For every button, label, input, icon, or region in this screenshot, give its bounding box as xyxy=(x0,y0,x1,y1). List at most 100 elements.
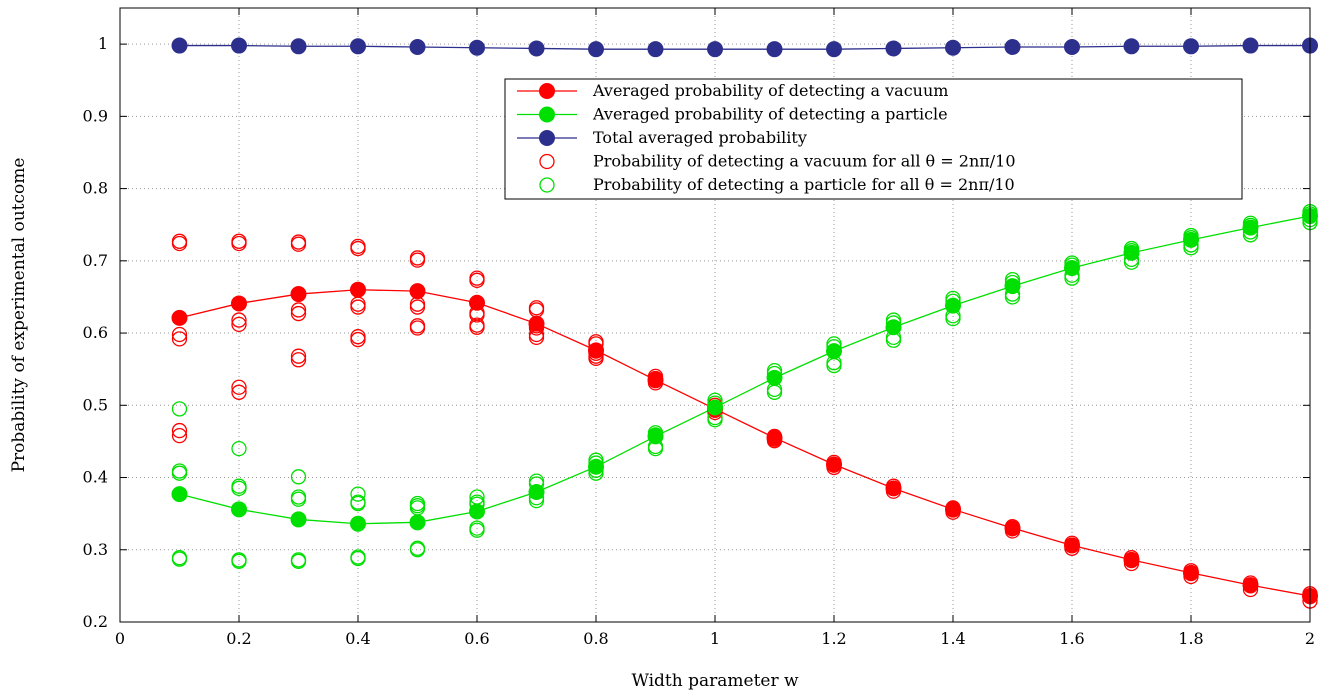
series-point xyxy=(350,281,366,298)
scatter-point xyxy=(409,252,426,268)
series-point xyxy=(290,286,307,303)
series-point xyxy=(885,480,902,497)
scatter-point xyxy=(231,480,247,497)
scatter-point xyxy=(231,316,247,333)
y-axis-ticks: 0.2 0.3 0.4 0.5 0.6 0.7 0.8 0.9 1 xyxy=(83,34,1310,631)
legend-marker xyxy=(539,130,555,146)
series-points xyxy=(171,37,1318,604)
legend-marker xyxy=(539,177,555,193)
scatter-point xyxy=(469,319,485,335)
scatter-point xyxy=(290,302,307,318)
series-point xyxy=(469,503,485,520)
scatter-point xyxy=(350,495,366,512)
series-point xyxy=(1064,537,1080,554)
series-point xyxy=(1242,577,1259,594)
x-tick-label: 1.4 xyxy=(940,629,965,648)
scatter-point xyxy=(409,540,426,556)
series-point xyxy=(409,283,426,300)
series-point xyxy=(171,486,188,503)
x-tick-label: 0 xyxy=(115,629,125,648)
series-point xyxy=(766,41,783,58)
series-point xyxy=(647,428,664,445)
series-point xyxy=(1183,564,1199,581)
series-point xyxy=(647,41,664,58)
scatter-point xyxy=(290,552,307,568)
series-point xyxy=(1242,219,1259,236)
scatter-point xyxy=(171,550,188,566)
series-point xyxy=(528,483,545,500)
scatter-point xyxy=(350,240,366,257)
x-tick-label: 1.6 xyxy=(1059,629,1084,648)
x-tick-label: 0.4 xyxy=(345,629,370,648)
scatter-point xyxy=(945,310,961,327)
scatter-point xyxy=(290,491,307,507)
plot-frame xyxy=(119,7,1311,623)
scatter-point xyxy=(409,320,426,336)
legend-marker xyxy=(539,106,555,123)
legend-marker xyxy=(539,83,555,99)
series-point xyxy=(588,41,604,58)
scatter-point xyxy=(290,553,307,569)
y-tick-label: 0.3 xyxy=(83,540,108,559)
scatter-point xyxy=(231,553,247,569)
series-point xyxy=(1004,278,1021,295)
series-point xyxy=(231,37,247,54)
series-point xyxy=(826,456,842,473)
series-point xyxy=(588,458,604,475)
scatter-point xyxy=(885,332,902,348)
x-tick-label: 0.2 xyxy=(226,629,251,648)
legend-label: Total averaged probability xyxy=(593,128,807,147)
scatter-point xyxy=(171,331,188,347)
x-axis-label: Width parameter w xyxy=(631,671,799,691)
series-lines xyxy=(179,44,1311,597)
scatter-point xyxy=(171,422,188,439)
series-point xyxy=(826,343,842,360)
scatter-point xyxy=(171,427,188,444)
scatter-point xyxy=(231,235,247,252)
x-tick-label: 0.6 xyxy=(464,629,489,648)
scatter-point xyxy=(231,440,247,457)
series-point xyxy=(766,369,783,386)
legend-entries: Averaged probability of detecting a vacu… xyxy=(517,81,1016,194)
series-point xyxy=(469,294,485,311)
scatter-point xyxy=(231,312,247,328)
series-point xyxy=(945,501,961,518)
scatter-point xyxy=(350,299,366,315)
series-point xyxy=(290,38,307,55)
scatter-point xyxy=(469,272,485,288)
y-tick-label: 0.8 xyxy=(83,179,108,198)
x-tick-label: 0.8 xyxy=(583,629,608,648)
y-tick-label: 1 xyxy=(98,34,108,53)
legend-entry: Probability of detecting a particle for … xyxy=(539,175,1015,194)
scatter-point xyxy=(290,236,307,252)
series-point xyxy=(826,41,842,58)
series-point xyxy=(1242,37,1259,54)
y-tick-label: 0.9 xyxy=(83,106,108,125)
scatter-point xyxy=(350,331,366,348)
series-point xyxy=(1183,231,1199,248)
legend-entry: Averaged probability of detecting a vacu… xyxy=(517,81,948,100)
scatter-point xyxy=(171,551,188,567)
series-point xyxy=(1064,260,1080,277)
scatter-point xyxy=(171,326,188,343)
series-point xyxy=(409,39,426,56)
series-point xyxy=(528,40,545,57)
series-point xyxy=(945,297,961,314)
y-tick-label: 0.7 xyxy=(83,251,108,270)
legend-label: Averaged probability of detecting a part… xyxy=(592,105,948,124)
scatter-point xyxy=(350,550,366,567)
x-tick-label: 1.8 xyxy=(1178,629,1203,648)
series-point xyxy=(885,319,902,336)
series-point xyxy=(350,38,366,55)
series-point xyxy=(1183,38,1199,55)
series-point xyxy=(885,40,902,57)
scatter-point xyxy=(231,379,247,395)
scatter-point xyxy=(469,522,485,538)
x-tick-label: 1.2 xyxy=(821,629,846,648)
series-point xyxy=(290,511,307,528)
legend: Averaged probability of detecting a vacu… xyxy=(504,78,1243,200)
series-line xyxy=(179,44,1310,50)
series-line xyxy=(179,289,1311,597)
series-point xyxy=(1123,551,1140,568)
